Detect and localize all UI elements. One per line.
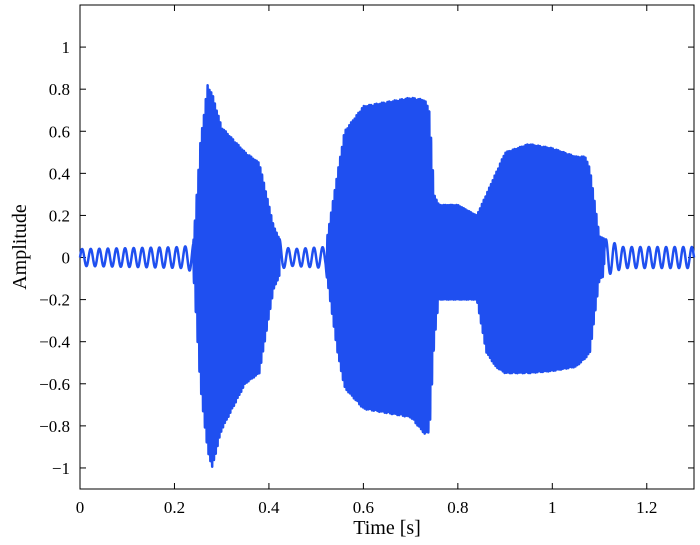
- y-tick-label: −1: [52, 459, 70, 478]
- y-tick-label: −0.2: [39, 291, 70, 310]
- y-tick-labels: −1 −0.8 −0.6 −0.4 −0.2 0 0.2 0.4 0.6 0.8 1: [39, 38, 70, 478]
- y-tick-label: −0.4: [39, 333, 70, 352]
- x-tick-label: 1: [548, 498, 557, 517]
- x-tick-label: 0.6: [353, 498, 374, 517]
- x-tick-label: 0.4: [258, 498, 280, 517]
- y-axis-title: Amplitude: [9, 204, 31, 290]
- y-tick-label: 0.8: [49, 80, 70, 99]
- y-tick-label: 0.2: [49, 206, 70, 225]
- x-tick-label: 0: [76, 498, 85, 517]
- x-axis-title: Time [s]: [353, 517, 421, 539]
- x-tick-label: 0.8: [447, 498, 468, 517]
- x-tick-label: 1.2: [636, 498, 657, 517]
- y-tick-label: 1: [62, 38, 71, 57]
- y-tick-label: 0: [62, 249, 71, 268]
- y-tick-label: −0.6: [39, 375, 70, 394]
- x-tick-labels: 0 0.2 0.4 0.6 0.8 1 1.2: [76, 498, 658, 517]
- y-tick-label: 0.6: [49, 122, 70, 141]
- y-tick-label: −0.8: [39, 417, 70, 436]
- series-waveform-line: [78, 84, 696, 468]
- axis-ticks: [79, 5, 694, 489]
- plot-frame: [79, 4, 695, 490]
- x-tick-label: 0.2: [164, 498, 185, 517]
- y-tick-label: 0.4: [49, 164, 71, 183]
